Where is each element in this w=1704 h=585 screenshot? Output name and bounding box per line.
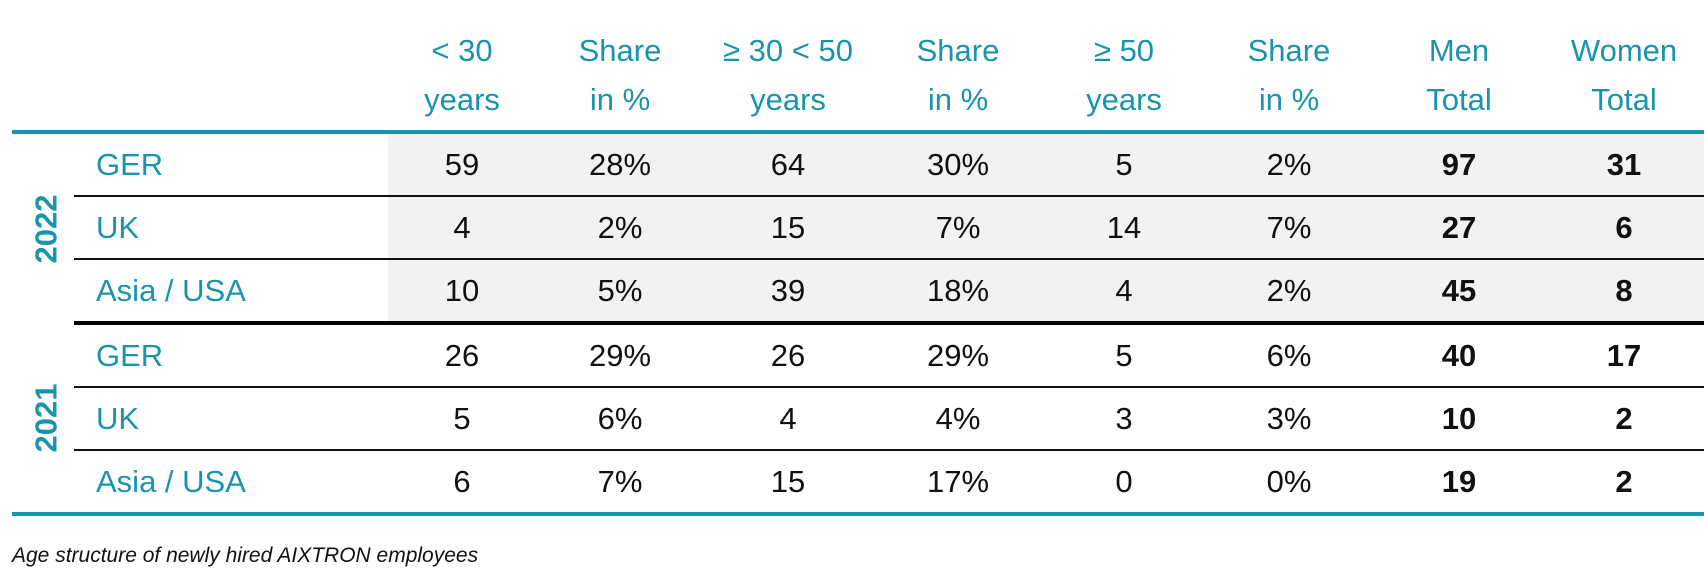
age-structure-table-container: < 30 years Share in % ≥ 30 < 50 years Sh… xyxy=(12,26,1704,516)
cell-share-under-30: 29% xyxy=(536,323,704,388)
cell-men-total: 19 xyxy=(1374,450,1544,516)
cell-under-30: 5 xyxy=(388,387,536,451)
year-group-label-cell: 2021 xyxy=(12,323,74,516)
header-line2: Total xyxy=(1426,82,1492,117)
header-share-30-to-50: Share in % xyxy=(872,26,1044,134)
year-label: 2022 xyxy=(28,194,64,263)
cell-under-30: 4 xyxy=(388,196,536,260)
cell-share-over-50: 0% xyxy=(1204,450,1374,516)
header-line1: Share xyxy=(916,33,1000,68)
cell-over-50: 5 xyxy=(1044,132,1204,197)
header-line2: years xyxy=(750,82,826,117)
header-line1: ≥ 50 xyxy=(1093,33,1155,68)
cell-share-over-50: 2% xyxy=(1204,132,1374,197)
header-row: < 30 years Share in % ≥ 30 < 50 years Sh… xyxy=(12,26,1704,134)
region-label: GER xyxy=(74,132,388,197)
header-line2: in % xyxy=(927,82,989,117)
cell-men-total: 27 xyxy=(1374,196,1544,260)
cell-share-over-50: 6% xyxy=(1204,323,1374,388)
header-line1: Men xyxy=(1428,33,1490,68)
cell-over-50: 4 xyxy=(1044,259,1204,325)
cell-share-under-30: 2% xyxy=(536,196,704,260)
header-year-blank xyxy=(12,26,74,134)
table-row: UK 4 2% 15 7% 14 7% 27 6 xyxy=(12,196,1704,260)
table-row: Asia / USA 6 7% 15 17% 0 0% 19 2 xyxy=(12,450,1704,516)
cell-30-to-50: 4 xyxy=(704,387,872,451)
cell-share-under-30: 6% xyxy=(536,387,704,451)
cell-share-over-50: 2% xyxy=(1204,259,1374,325)
header-line2: Total xyxy=(1591,82,1657,117)
cell-women-total: 2 xyxy=(1544,450,1704,516)
cell-30-to-50: 15 xyxy=(704,196,872,260)
region-label: GER xyxy=(74,323,388,388)
cell-over-50: 5 xyxy=(1044,323,1204,388)
table-row: UK 5 6% 4 4% 3 3% 10 2 xyxy=(12,387,1704,451)
region-label: Asia / USA xyxy=(74,450,388,516)
cell-under-30: 10 xyxy=(388,259,536,325)
header-line1: < 30 xyxy=(431,33,493,68)
cell-30-to-50: 26 xyxy=(704,323,872,388)
cell-share-30-to-50: 18% xyxy=(872,259,1044,325)
header-line1: Women xyxy=(1570,33,1678,68)
cell-share-over-50: 7% xyxy=(1204,196,1374,260)
year-group-label-cell: 2022 xyxy=(12,132,74,323)
cell-men-total: 40 xyxy=(1374,323,1544,388)
cell-share-30-to-50: 17% xyxy=(872,450,1044,516)
age-structure-table: < 30 years Share in % ≥ 30 < 50 years Sh… xyxy=(12,26,1704,516)
table-row: 2022 GER 59 28% 64 30% 5 2% 97 31 xyxy=(12,132,1704,263)
header-line2: years xyxy=(1086,82,1162,117)
cell-share-30-to-50: 30% xyxy=(872,132,1044,197)
table-row: 2021 GER 26 29% 26 29% 5 6% 40 17 xyxy=(12,323,1704,516)
header-line1: ≥ 30 < 50 xyxy=(723,33,853,68)
year-label: 2021 xyxy=(28,383,64,452)
cell-under-30: 26 xyxy=(388,323,536,388)
cell-men-total: 97 xyxy=(1374,132,1544,197)
header-30-to-50: ≥ 30 < 50 years xyxy=(704,26,872,134)
header-line2: in % xyxy=(1258,82,1320,117)
table-caption: Age structure of newly hired AIXTRON emp… xyxy=(12,544,479,567)
cell-men-total: 10 xyxy=(1374,387,1544,451)
cell-share-30-to-50: 7% xyxy=(872,196,1044,260)
cell-share-over-50: 3% xyxy=(1204,387,1374,451)
cell-share-30-to-50: 29% xyxy=(872,323,1044,388)
cell-30-to-50: 64 xyxy=(704,132,872,197)
header-men-total: Men Total xyxy=(1374,26,1544,134)
cell-share-under-30: 7% xyxy=(536,450,704,516)
header-under-30: < 30 years xyxy=(388,26,536,134)
cell-under-30: 59 xyxy=(388,132,536,197)
header-share-over-50: Share in % xyxy=(1204,26,1374,134)
table-row: Asia / USA 10 5% 39 18% 4 2% 45 8 xyxy=(12,259,1704,325)
header-over-50: ≥ 50 years xyxy=(1044,26,1204,134)
region-label: Asia / USA xyxy=(74,259,388,325)
cell-under-30: 6 xyxy=(388,450,536,516)
cell-over-50: 3 xyxy=(1044,387,1204,451)
header-share-under-30: Share in % xyxy=(536,26,704,134)
header-line2: in % xyxy=(589,82,651,117)
cell-over-50: 0 xyxy=(1044,450,1204,516)
cell-30-to-50: 39 xyxy=(704,259,872,325)
cell-share-under-30: 5% xyxy=(536,259,704,325)
header-line1: Share xyxy=(1247,33,1331,68)
header-region-blank xyxy=(74,26,388,134)
cell-30-to-50: 15 xyxy=(704,450,872,516)
cell-share-30-to-50: 4% xyxy=(872,387,1044,451)
header-women-total: Women Total xyxy=(1544,26,1704,134)
header-line1: Share xyxy=(578,33,662,68)
cell-women-total: 6 xyxy=(1544,196,1704,260)
header-line2: years xyxy=(424,82,500,117)
cell-women-total: 31 xyxy=(1544,132,1704,197)
cell-over-50: 14 xyxy=(1044,196,1204,260)
cell-women-total: 2 xyxy=(1544,387,1704,451)
region-label: UK xyxy=(74,387,388,451)
region-label: UK xyxy=(74,196,388,260)
cell-share-under-30: 28% xyxy=(536,132,704,197)
cell-women-total: 17 xyxy=(1544,323,1704,388)
cell-men-total: 45 xyxy=(1374,259,1544,325)
cell-women-total: 8 xyxy=(1544,259,1704,325)
